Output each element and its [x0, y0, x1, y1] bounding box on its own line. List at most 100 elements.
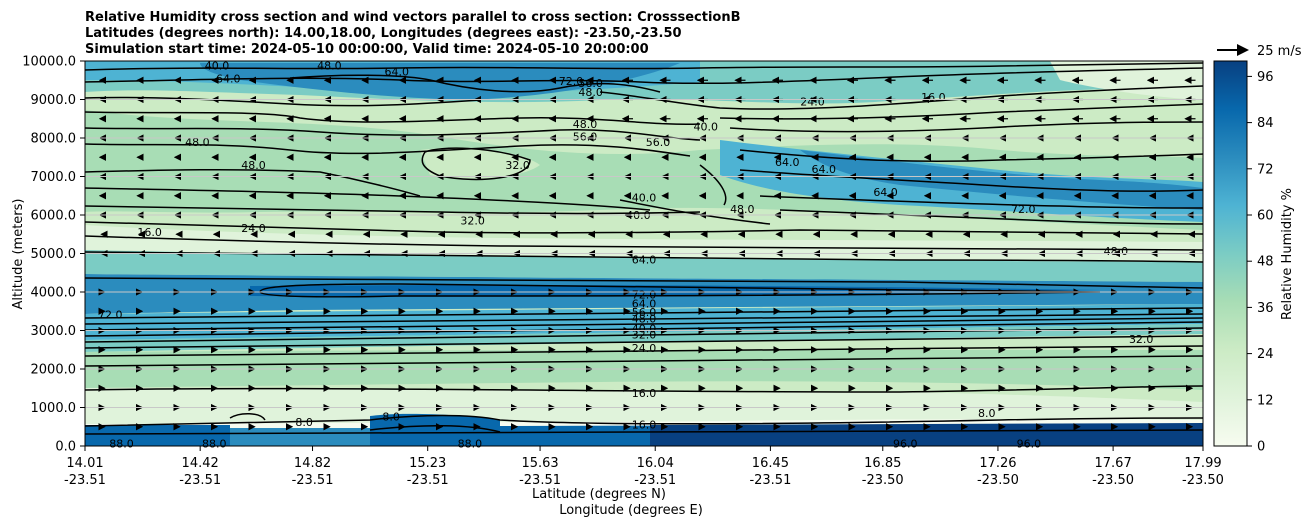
contour-label: 96.0 [1017, 438, 1042, 451]
title-line-2: Latitudes (degrees north): 14.00,18.00, … [85, 26, 682, 41]
contour-label: 48.0 [573, 118, 598, 131]
contour-label: 64.0 [385, 65, 410, 78]
x-tick-label-lat: 14.42 [182, 456, 219, 471]
contour-label: 24.0 [241, 222, 266, 235]
x-axis: 14.01 -23.51 14.42 -23.51 14.82 -23.51 15.23 -2… [64, 446, 1224, 488]
y-axis: 0.0 1000.0 2000.0 3000.0 4000.0 5000.0 6000.0 7… [22, 55, 85, 455]
contour-label: 72.0 [559, 75, 584, 88]
y-tick-label: 9000.0 [31, 93, 77, 108]
x-tick-label-lat: 17.99 [1184, 456, 1221, 471]
contour-label: 64.0 [873, 186, 898, 199]
x-tick-label-lat: 17.67 [1095, 456, 1132, 471]
colorbar-tick-label: 60 [1257, 209, 1274, 224]
x-tick-label-lon: -23.51 [64, 473, 106, 488]
colorbar-tick-label: 96 [1257, 70, 1274, 85]
x-tick-label-lon: -23.51 [749, 473, 791, 488]
colorbar-tick-label: 36 [1257, 301, 1274, 316]
contour-label: 72.0 [98, 308, 123, 321]
x-tick-label-lon: -23.51 [634, 473, 676, 488]
contour-label: 24.0 [800, 95, 825, 108]
quiver-key: 25 m/s [1217, 44, 1302, 59]
y-tick-label: 7000.0 [31, 170, 77, 185]
contour-label: 48.0 [578, 86, 603, 99]
x-tick-label-lon: -23.51 [407, 473, 449, 488]
x-tick-label-lon: -23.51 [292, 473, 334, 488]
chart-title: Relative Humidity cross section and wind… [85, 10, 741, 57]
contour-label: 48.0 [632, 313, 657, 326]
x-tick-label-lat: 14.01 [66, 456, 103, 471]
y-tick-label: 3000.0 [31, 324, 77, 339]
y-tick-label: 6000.0 [31, 209, 77, 224]
x-tick-label-lat: 17.26 [979, 456, 1016, 471]
colorbar-tick-label: 48 [1257, 255, 1274, 270]
contour-label: 48.0 [730, 203, 755, 216]
x-tick-label-lat: 15.23 [409, 456, 446, 471]
colorbar-tick-label: 12 [1257, 393, 1274, 408]
contour-label: 64.0 [632, 298, 657, 311]
contour-label: 32.0 [460, 214, 485, 227]
contour-label: 40.0 [632, 192, 657, 205]
x-tick-label-lon: -23.50 [1092, 473, 1134, 488]
colorbar-tick-label: 0 [1257, 440, 1265, 455]
contour-label: 64.0 [775, 156, 800, 169]
contour-label: 8.0 [382, 411, 400, 424]
colorbar-gradient [1213, 60, 1248, 447]
colorbar-tick-label: 84 [1257, 116, 1274, 131]
x-tick-label-lon: -23.50 [862, 473, 904, 488]
contour-label: 64.0 [216, 72, 241, 85]
quiver-key-label: 25 m/s [1257, 44, 1302, 59]
y-tick-label: 5000.0 [31, 247, 77, 262]
contour-label: 8.0 [978, 407, 996, 420]
contour-label: 96.0 [893, 438, 918, 451]
x-tick-label-lon: -23.51 [519, 473, 561, 488]
contour-label: 40.0 [694, 120, 719, 133]
contour-label: 64.0 [812, 163, 837, 176]
colorbar: 0 12 24 36 48 60 72 84 96 Relative Humidity % [1213, 60, 1295, 455]
contour-label: 56.0 [573, 130, 598, 143]
contour-label: 88.0 [458, 438, 483, 451]
contour-label: 48.0 [241, 159, 266, 172]
contour-label: 48.0 [317, 60, 342, 73]
x-tick-label-lon: -23.51 [179, 473, 221, 488]
contour-label: 56.0 [646, 136, 671, 149]
y-tick-label: 10000.0 [22, 55, 76, 70]
y-tick-label: 2000.0 [31, 363, 77, 378]
contour-label: 24.0 [632, 342, 657, 355]
contour-label: 56.0 [578, 77, 603, 90]
contour-label: 16.0 [137, 226, 162, 239]
contour-label: 88.0 [109, 438, 134, 451]
contour-labels: 40.0 48.0 64.056.048.072.024.0 16.064.048.0… [98, 60, 1153, 451]
y-tick-label: 8000.0 [31, 132, 77, 147]
x-tick-label-lat: 16.45 [752, 456, 789, 471]
contour-label: 32.0 [505, 159, 530, 172]
contour-label: 48.0 [1104, 245, 1129, 258]
y-tick-label: 1000.0 [31, 401, 77, 416]
colorbar-tick-label: 72 [1257, 162, 1274, 177]
y-tick-label: 0.0 [55, 440, 76, 455]
x-tick-label-lat: 15.63 [521, 456, 558, 471]
y-axis-label: Altitude (meters) [11, 199, 26, 310]
contour-label: 16.0 [921, 91, 946, 104]
x-tick-label-lat: 16.04 [637, 456, 674, 471]
y-gridlines [85, 99, 1203, 408]
x-tick-label-lon: -23.50 [1182, 473, 1224, 488]
contour-label: 56.0 [632, 306, 657, 319]
contour-label: 72.0 [1011, 203, 1036, 216]
colorbar-ticks: 0 12 24 36 48 60 72 84 96 [1247, 70, 1274, 455]
x-axis-label-longitude: Longitude (degrees E) [559, 503, 703, 518]
contour-label: 64.0 [632, 253, 657, 266]
contour-label: 16.0 [632, 387, 657, 400]
x-tick-label-lon: -23.50 [977, 473, 1019, 488]
contour-label: 16.0 [632, 418, 657, 431]
title-line-1: Relative Humidity cross section and wind… [85, 10, 741, 25]
title-line-3: Simulation start time: 2024-05-10 00:00:… [85, 42, 649, 57]
contour-label: 48.0 [185, 136, 210, 149]
contour-label: 32.0 [1129, 333, 1154, 346]
x-tick-label-lat: 14.82 [294, 456, 331, 471]
y-tick-label: 4000.0 [31, 286, 77, 301]
x-axis-label-latitude: Latitude (degrees N) [532, 487, 666, 502]
contour-label: 40.0 [632, 323, 657, 336]
contour-label: 32.0 [632, 328, 657, 341]
contour-label: 40.0 [205, 60, 230, 73]
